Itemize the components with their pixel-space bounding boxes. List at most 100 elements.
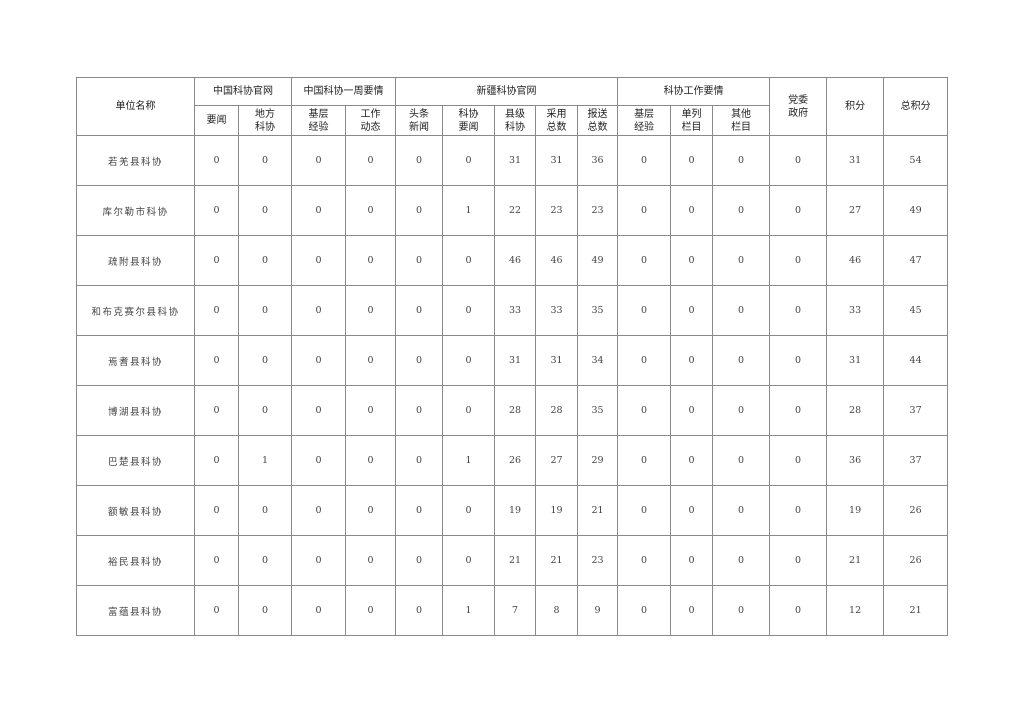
value-cell: 21 [535, 535, 578, 586]
value-cell: 0 [395, 535, 443, 586]
value-cell: 49 [576, 235, 619, 286]
value-cell: 0 [617, 185, 672, 236]
value-cell: 31 [826, 335, 885, 386]
header-subcol: 头条 新闻 [395, 105, 443, 136]
header-subcol: 单列 栏目 [670, 105, 714, 136]
value-cell: 0 [291, 235, 346, 286]
value-cell: 0 [291, 185, 346, 236]
value-cell: 0 [238, 185, 292, 236]
value-cell: 0 [712, 535, 771, 586]
value-cell: 0 [238, 535, 292, 586]
value-cell: 0 [712, 185, 771, 236]
header-group-work-highlights: 科协工作要情 [617, 77, 771, 106]
unit-name-cell: 若羌县科协 [76, 135, 195, 186]
header-party-gov: 党委 政府 [769, 77, 828, 136]
value-cell: 0 [291, 335, 346, 386]
value-cell: 0 [345, 435, 396, 486]
value-cell: 49 [883, 185, 949, 236]
unit-name-cell: 额敏县科协 [76, 485, 195, 536]
value-cell: 34 [576, 335, 619, 386]
value-cell: 27 [826, 185, 885, 236]
value-cell: 35 [576, 385, 619, 436]
value-cell: 0 [617, 235, 672, 286]
score-table: 单位名称 中国科协官网 中国科协一周要情 新疆科协官网 科协工作要情 党委 政府 … [76, 77, 949, 636]
value-cell: 33 [494, 285, 536, 336]
header-group-cast-website: 中国科协官网 [194, 77, 292, 106]
value-cell: 0 [194, 335, 239, 386]
value-cell: 0 [670, 485, 714, 536]
value-cell: 0 [395, 235, 443, 286]
header-subcol: 科协 要闻 [442, 105, 495, 136]
value-cell: 0 [442, 485, 495, 536]
value-cell: 0 [712, 135, 771, 186]
value-cell: 0 [194, 135, 239, 186]
value-cell: 0 [395, 385, 443, 436]
value-cell: 1 [238, 435, 292, 486]
value-cell: 28 [494, 385, 536, 436]
value-cell: 31 [494, 135, 536, 186]
value-cell: 0 [769, 585, 828, 636]
value-cell: 0 [345, 135, 396, 186]
value-cell: 0 [395, 435, 443, 486]
value-cell: 0 [712, 485, 771, 536]
value-cell: 0 [670, 435, 714, 486]
value-cell: 0 [291, 285, 346, 336]
value-cell: 0 [194, 285, 239, 336]
value-cell: 0 [194, 385, 239, 436]
unit-name-cell: 和布克赛尔县科协 [76, 285, 195, 336]
value-cell: 0 [769, 385, 828, 436]
value-cell: 28 [535, 385, 578, 436]
header-group-xinjiang-website: 新疆科协官网 [394, 77, 619, 106]
value-cell: 0 [238, 135, 292, 186]
value-cell: 0 [670, 135, 714, 186]
header-group-cast-weekly: 中国科协一周要情 [291, 77, 396, 106]
value-cell: 0 [670, 285, 714, 336]
value-cell: 0 [769, 535, 828, 586]
value-cell: 0 [442, 535, 495, 586]
value-cell: 9 [576, 585, 619, 636]
value-cell: 0 [345, 285, 396, 336]
value-cell: 33 [535, 285, 578, 336]
value-cell: 46 [494, 235, 536, 286]
unit-name-cell: 焉耆县科协 [76, 335, 195, 386]
value-cell: 0 [670, 185, 714, 236]
header-subcol: 报送 总数 [576, 105, 619, 136]
value-cell: 36 [826, 435, 885, 486]
value-cell: 33 [826, 285, 885, 336]
header-subcol: 其他 栏目 [712, 105, 771, 136]
value-cell: 19 [535, 485, 578, 536]
value-cell: 21 [883, 585, 949, 636]
value-cell: 19 [826, 485, 885, 536]
value-cell: 0 [238, 285, 292, 336]
value-cell: 0 [617, 135, 672, 186]
value-cell: 27 [535, 435, 578, 486]
value-cell: 0 [291, 385, 346, 436]
header-subcol: 工作 动态 [345, 105, 396, 136]
value-cell: 1 [442, 585, 495, 636]
value-cell: 23 [535, 185, 578, 236]
value-cell: 0 [442, 385, 495, 436]
table-row: 富蕴县科协 0 0 0 0 0 1 7 8 9 0 0 0 0 12 21 [76, 585, 949, 636]
value-cell: 0 [442, 285, 495, 336]
header-subcol: 要闻 [194, 105, 239, 136]
value-cell: 0 [712, 435, 771, 486]
value-cell: 23 [576, 535, 619, 586]
value-cell: 0 [291, 135, 346, 186]
table-row: 若羌县科协 0 0 0 0 0 0 31 31 36 0 0 0 0 31 54 [76, 135, 949, 186]
value-cell: 0 [238, 485, 292, 536]
value-cell: 0 [712, 235, 771, 286]
value-cell: 0 [395, 585, 443, 636]
unit-name-cell: 富蕴县科协 [76, 585, 195, 636]
table-row: 库尔勒市科协 0 0 0 0 0 1 22 23 23 0 0 0 0 27 49 [76, 185, 949, 236]
value-cell: 21 [494, 535, 536, 586]
value-cell: 26 [494, 435, 536, 486]
value-cell: 0 [442, 335, 495, 386]
value-cell: 0 [395, 335, 443, 386]
value-cell: 19 [494, 485, 536, 536]
header-subcol: 县级 科协 [494, 105, 536, 136]
value-cell: 0 [769, 285, 828, 336]
value-cell: 0 [617, 435, 672, 486]
unit-name-cell: 巴楚县科协 [76, 435, 195, 486]
value-cell: 0 [395, 285, 443, 336]
value-cell: 0 [617, 285, 672, 336]
